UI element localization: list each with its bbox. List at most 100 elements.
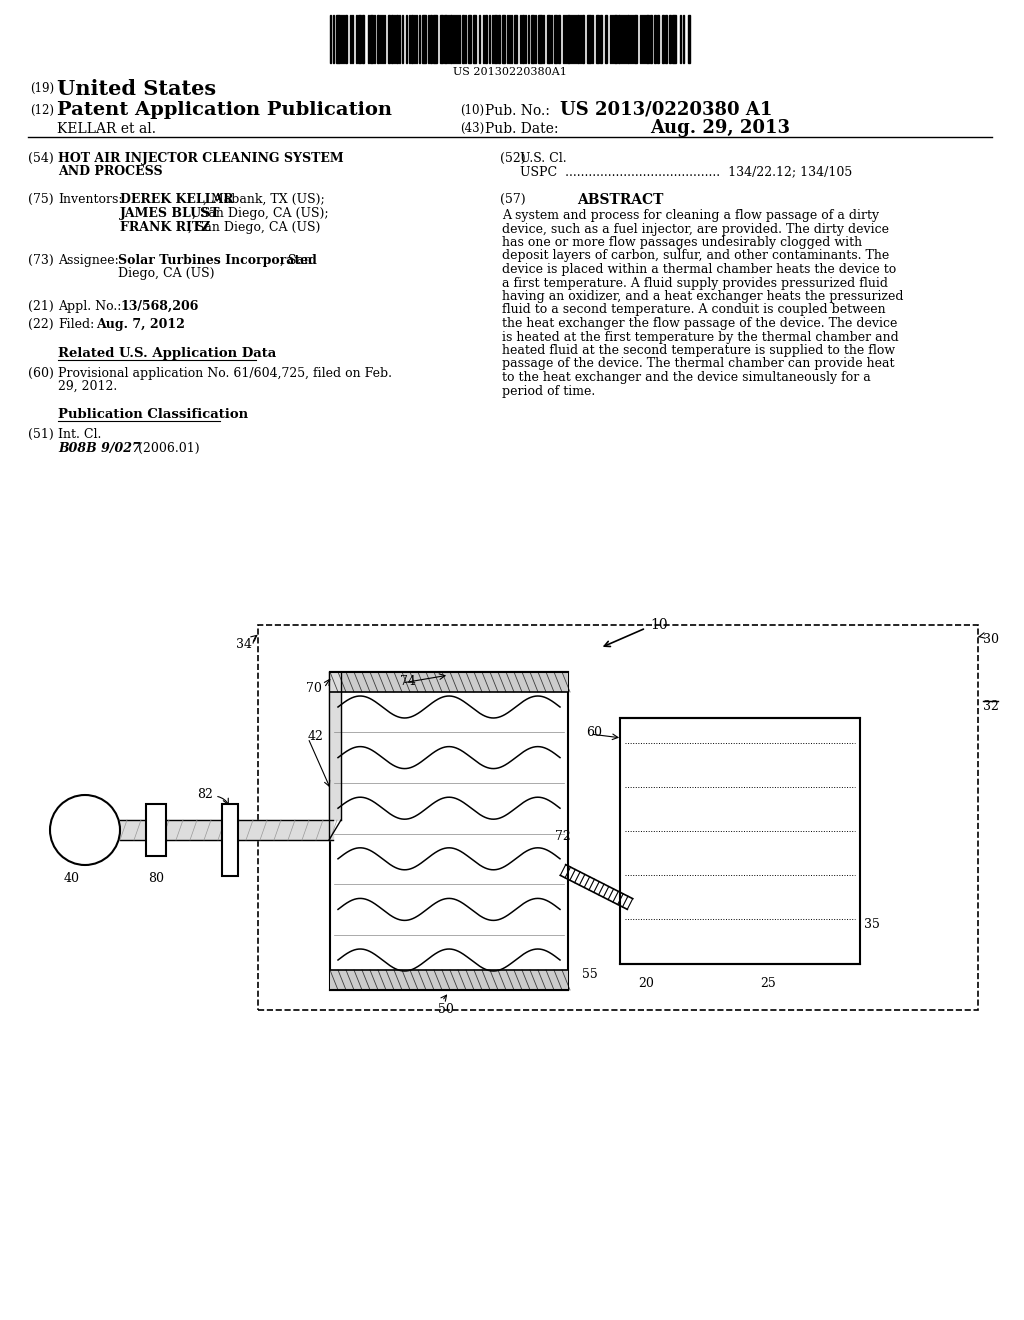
Text: having an oxidizer, and a heat exchanger heats the pressurized: having an oxidizer, and a heat exchanger… — [502, 290, 903, 304]
Bar — [558, 15, 560, 63]
Text: (54): (54) — [28, 152, 53, 165]
Text: A system and process for cleaning a flow passage of a dirty: A system and process for cleaning a flow… — [502, 209, 880, 222]
Bar — [462, 15, 464, 63]
Bar — [494, 15, 497, 63]
Text: (73): (73) — [28, 253, 53, 267]
Text: United States: United States — [57, 79, 216, 99]
Bar — [444, 15, 447, 63]
Text: USPC  ........................................  134/22.12; 134/105: USPC ...................................… — [520, 165, 852, 178]
Text: , Mabank, TX (US);: , Mabank, TX (US); — [203, 193, 325, 206]
Text: 40: 40 — [63, 873, 80, 884]
Text: HOT AIR INJECTOR CLEANING SYSTEM: HOT AIR INJECTOR CLEANING SYSTEM — [58, 152, 344, 165]
Bar — [554, 15, 557, 63]
Bar — [396, 15, 398, 63]
Bar — [146, 804, 166, 855]
Bar — [391, 15, 393, 63]
Text: 34: 34 — [236, 638, 252, 651]
Bar — [627, 15, 629, 63]
Bar — [657, 15, 659, 63]
Text: Aug. 7, 2012: Aug. 7, 2012 — [96, 318, 185, 331]
Text: device is placed within a thermal chamber heats the device to: device is placed within a thermal chambe… — [502, 263, 896, 276]
Text: (52): (52) — [500, 152, 525, 165]
Text: has one or more flow passages undesirably clogged with: has one or more flow passages undesirabl… — [502, 236, 862, 249]
Bar — [531, 15, 534, 63]
Bar — [650, 15, 652, 63]
Circle shape — [50, 795, 120, 865]
Text: 82: 82 — [198, 788, 213, 801]
Text: passage of the device. The thermal chamber can provide heat: passage of the device. The thermal chamb… — [502, 358, 895, 371]
Bar — [514, 15, 517, 63]
Text: Assignee:: Assignee: — [58, 253, 119, 267]
Text: AND PROCESS: AND PROCESS — [58, 165, 163, 178]
Text: 72: 72 — [555, 830, 570, 843]
Text: Related U.S. Application Data: Related U.S. Application Data — [58, 347, 276, 360]
Bar — [222, 804, 238, 876]
Text: Aug. 29, 2013: Aug. 29, 2013 — [650, 119, 790, 137]
Text: 35: 35 — [864, 917, 880, 931]
Text: (51): (51) — [28, 428, 53, 441]
Text: (60): (60) — [28, 367, 54, 380]
Bar — [538, 15, 542, 63]
Text: 42: 42 — [308, 730, 324, 743]
Text: KELLAR et al.: KELLAR et al. — [57, 121, 156, 136]
Text: Int. Cl.: Int. Cl. — [58, 428, 101, 441]
Text: Appl. No.:: Appl. No.: — [58, 300, 122, 313]
Bar — [430, 15, 432, 63]
Text: 74: 74 — [400, 675, 416, 688]
Bar — [587, 15, 591, 63]
Text: U.S. Cl.: U.S. Cl. — [520, 152, 566, 165]
Text: (57): (57) — [500, 193, 525, 206]
Bar — [620, 718, 860, 964]
Text: 10: 10 — [650, 618, 668, 632]
Text: 50: 50 — [438, 1003, 454, 1016]
Bar — [485, 15, 487, 63]
Bar — [672, 15, 676, 63]
Bar — [330, 672, 568, 692]
Text: a first temperature. A fluid supply provides pressurized fluid: a first temperature. A fluid supply prov… — [502, 276, 888, 289]
Text: B08B 9/027: B08B 9/027 — [58, 442, 140, 455]
Text: Pub. No.:: Pub. No.: — [485, 104, 550, 117]
Text: (12): (12) — [30, 104, 54, 117]
Text: US 2013/0220380 A1: US 2013/0220380 A1 — [560, 102, 772, 119]
Bar — [336, 15, 340, 63]
Bar — [582, 15, 584, 63]
Text: heated fluid at the second temperature is supplied to the flow: heated fluid at the second temperature i… — [502, 345, 895, 356]
Bar — [522, 15, 524, 63]
Text: (10): (10) — [460, 104, 484, 117]
Text: (22): (22) — [28, 318, 53, 331]
Bar — [358, 15, 361, 63]
Bar — [258, 624, 978, 1010]
Text: , San Diego, CA (US): , San Diego, CA (US) — [188, 220, 321, 234]
Bar — [596, 15, 599, 63]
Text: 25: 25 — [760, 977, 776, 990]
Bar — [669, 15, 671, 63]
Text: Provisional application No. 61/604,725, filed on Feb.: Provisional application No. 61/604,725, … — [58, 367, 392, 380]
Text: 13/568,206: 13/568,206 — [120, 300, 199, 313]
Bar — [634, 15, 637, 63]
Bar — [377, 15, 379, 63]
Bar — [345, 15, 347, 63]
Bar — [433, 15, 437, 63]
Text: 32: 32 — [983, 700, 998, 713]
Text: the heat exchanger the flow passage of the device. The device: the heat exchanger the flow passage of t… — [502, 317, 897, 330]
Bar — [330, 970, 568, 990]
Text: (43): (43) — [460, 121, 484, 135]
Text: (19): (19) — [30, 82, 54, 95]
Text: Patent Application Publication: Patent Application Publication — [57, 102, 392, 119]
Bar — [370, 15, 373, 63]
Bar — [662, 15, 664, 63]
Text: to the heat exchanger and the device simultaneously for a: to the heat exchanger and the device sim… — [502, 371, 870, 384]
Bar — [388, 15, 390, 63]
Bar — [577, 15, 579, 63]
Bar — [450, 15, 452, 63]
Bar — [654, 15, 656, 63]
Bar — [547, 15, 550, 63]
Bar — [567, 15, 570, 63]
Text: , San Diego, CA (US);: , San Diego, CA (US); — [193, 207, 329, 220]
Bar — [411, 15, 413, 63]
Bar — [362, 15, 364, 63]
Bar — [614, 15, 617, 63]
Bar — [498, 15, 500, 63]
Text: (21): (21) — [28, 300, 53, 313]
Bar — [468, 15, 471, 63]
